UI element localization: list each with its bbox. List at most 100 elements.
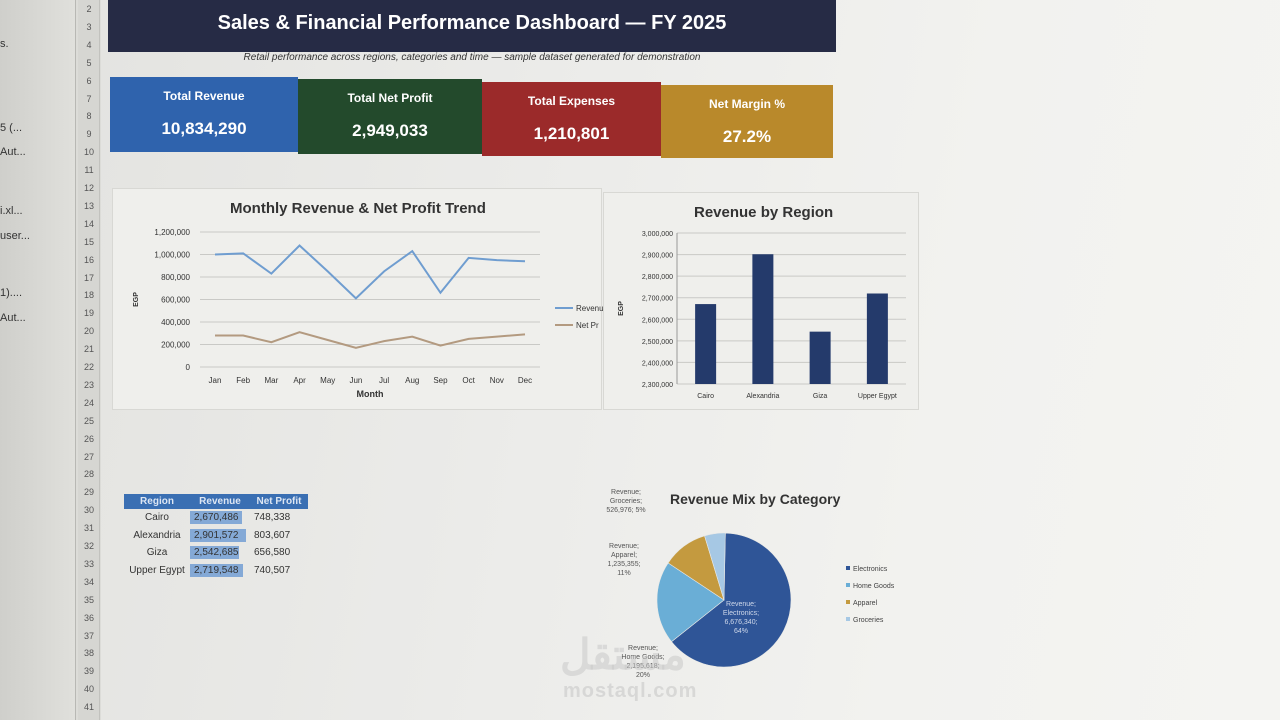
- side-item[interactable]: s.: [0, 38, 9, 50]
- side-window-strip: s. 5 (... Aut... i.xl... user... 1).... …: [0, 0, 76, 720]
- profit-cell: 748,338: [254, 512, 291, 524]
- side-item[interactable]: Aut...: [0, 312, 26, 324]
- row-number[interactable]: 17: [83, 272, 94, 283]
- profit-cell: 803,607: [254, 529, 291, 541]
- row-number[interactable]: 34: [83, 576, 94, 587]
- row-number[interactable]: 26: [83, 433, 94, 444]
- pie-slice-electronics: [671, 532, 792, 668]
- x-tick-label: May: [320, 376, 335, 385]
- row-number[interactable]: 23: [83, 379, 94, 390]
- y-tick-label: 800,000: [161, 273, 190, 282]
- row-number[interactable]: 38: [83, 648, 94, 659]
- x-tick-label: Jul: [379, 376, 389, 385]
- pie-data-label: Revenue;: [726, 601, 756, 608]
- row-number[interactable]: 11: [84, 165, 94, 176]
- data-bar: [190, 528, 246, 542]
- y-tick-label: 2,600,000: [642, 317, 673, 324]
- y-tick-label: 400,000: [161, 318, 190, 327]
- region-cell: Giza: [146, 547, 168, 559]
- y-tick-label: 0: [186, 363, 191, 372]
- row-number[interactable]: 30: [83, 505, 94, 516]
- table-row: Alexandria 2,901,572 803,607: [124, 527, 308, 545]
- watermark-latin: mostaql.com: [563, 680, 698, 702]
- table-header: Net Profit: [250, 494, 308, 509]
- region-cell: Alexandria: [133, 529, 181, 541]
- row-number[interactable]: 28: [83, 469, 94, 480]
- region-table: Region Revenue Net Profit Cairo 2,670,486…: [124, 494, 308, 579]
- legend-swatch: [846, 617, 850, 621]
- revenue-value: 2,542,685: [194, 547, 239, 559]
- row-number[interactable]: 22: [83, 362, 94, 372]
- row-number[interactable]: 16: [83, 254, 94, 265]
- row-number[interactable]: 21: [83, 344, 94, 355]
- legend-swatch: [846, 600, 850, 604]
- x-tick-label: Mar: [264, 376, 278, 385]
- row-number[interactable]: 40: [83, 684, 94, 695]
- revenue-value: 2,719,548: [194, 564, 239, 576]
- row-number[interactable]: 37: [83, 630, 94, 641]
- series-line-1: [215, 331, 526, 349]
- side-item[interactable]: Aut...: [0, 146, 26, 158]
- row-number[interactable]: 8: [86, 111, 92, 122]
- row-number[interactable]: 25: [83, 415, 94, 426]
- pie-slice-home-goods: [656, 562, 725, 643]
- table-row: Giza 2,542,685 656,580: [124, 544, 308, 562]
- side-item[interactable]: 1)....: [0, 287, 23, 299]
- row-number[interactable]: 3: [86, 21, 92, 32]
- side-item[interactable]: 5 (...: [0, 122, 23, 134]
- pie-slice-groceries: [704, 532, 726, 601]
- row-number[interactable]: 2: [86, 4, 92, 14]
- pie-data-label: Revenue;: [609, 543, 639, 550]
- line-chart: 0 200,000 400,000 600,000 800,000 1,000,000 1,…: [133, 228, 604, 399]
- kpi-label: Total Expenses: [527, 94, 616, 108]
- y-axis-label: EGP: [133, 292, 140, 307]
- line-chart-title: Monthly Revenue & Net Profit Trend: [230, 200, 486, 217]
- row-number[interactable]: 31: [83, 523, 94, 534]
- y-tick-label: 2,400,000: [642, 360, 673, 367]
- row-number[interactable]: 33: [83, 558, 94, 569]
- row-number[interactable]: 14: [83, 218, 94, 229]
- kpi-total-net-profit: Total Net Profit 2,949,033: [298, 79, 482, 154]
- y-tick-label: 2,500,000: [642, 339, 673, 346]
- row-number[interactable]: 19: [83, 308, 94, 319]
- row-number[interactable]: 4: [86, 39, 92, 50]
- side-item[interactable]: user...: [0, 230, 30, 242]
- row-number[interactable]: 36: [83, 612, 94, 623]
- watermark-arabic: مستقل: [560, 631, 686, 678]
- row-number[interactable]: 6: [86, 75, 92, 86]
- row-number[interactable]: 12: [83, 183, 94, 193]
- row-number[interactable]: 32: [83, 541, 94, 551]
- row-number[interactable]: 15: [83, 236, 94, 247]
- row-number[interactable]: 18: [83, 290, 94, 301]
- pie-data-label: 11%: [617, 570, 631, 577]
- row-number[interactable]: 10: [83, 147, 94, 158]
- kpi-value: 2,949,033: [352, 121, 428, 140]
- kpi-label: Total Revenue: [163, 89, 245, 103]
- x-tick-label: Oct: [462, 376, 475, 385]
- x-tick-label: Sep: [433, 376, 448, 385]
- x-tick-label: Cairo: [697, 393, 714, 400]
- x-tick-label: Upper Egypt: [858, 393, 897, 400]
- x-tick-label: Giza: [813, 393, 828, 400]
- row-number[interactable]: 13: [83, 200, 94, 211]
- row-number[interactable]: 27: [83, 451, 94, 462]
- row-number[interactable]: 9: [86, 129, 92, 140]
- row-number[interactable]: 5: [86, 57, 92, 68]
- pie-data-label: 1,235,355;: [607, 561, 640, 568]
- row-number[interactable]: 20: [83, 326, 94, 337]
- pie-data-label: Apparel;: [611, 552, 637, 559]
- x-tick-label: Jun: [349, 376, 362, 385]
- side-item[interactable]: i.xl...: [0, 205, 23, 217]
- x-tick-label: Alexandria: [746, 393, 779, 400]
- row-number[interactable]: 35: [83, 594, 94, 605]
- row-number[interactable]: 7: [86, 93, 92, 104]
- row-number[interactable]: 41: [83, 702, 94, 713]
- pie-data-label: Home Goods;: [621, 654, 664, 661]
- y-tick-label: 2,900,000: [642, 253, 673, 260]
- row-number[interactable]: 24: [83, 397, 94, 408]
- x-axis-label: Month: [357, 389, 384, 399]
- row-number[interactable]: 39: [83, 666, 94, 677]
- revenue-value: 2,901,572: [194, 529, 239, 541]
- row-number[interactable]: 29: [83, 487, 94, 498]
- pie-data-label: 20%: [636, 672, 650, 679]
